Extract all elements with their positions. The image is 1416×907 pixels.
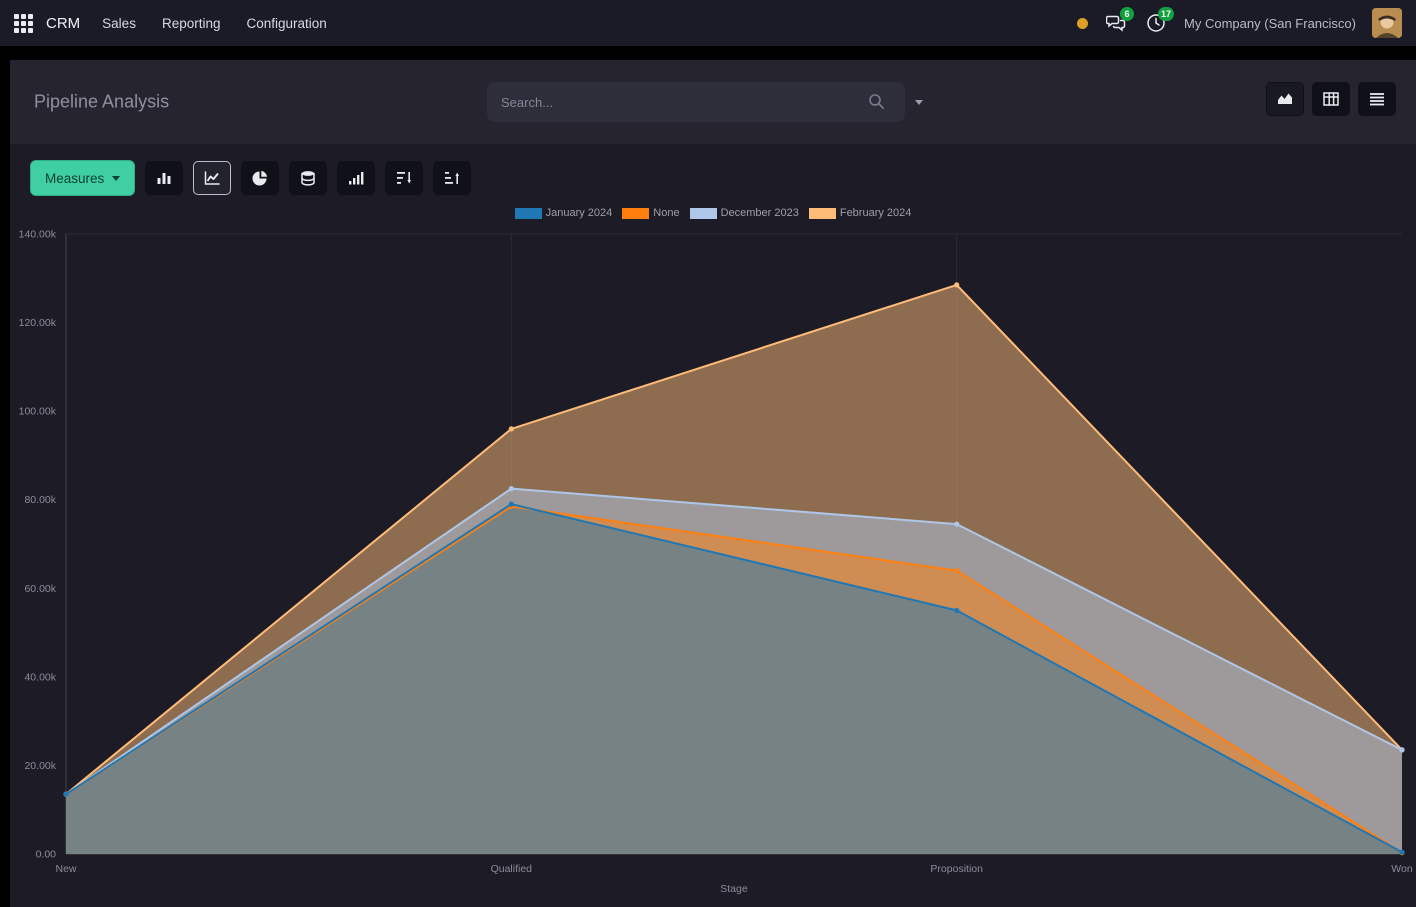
legend-item[interactable]: December 2023 (689, 207, 799, 219)
ascending-bars-icon (349, 172, 364, 185)
nav-menu: Sales Reporting Configuration (102, 16, 327, 31)
legend-swatch (689, 207, 717, 219)
stacked-database-icon (301, 171, 316, 186)
graph-toolbar: Measures (10, 144, 1416, 196)
chat-bubbles-icon (1106, 15, 1126, 32)
svg-text:120.00k: 120.00k (19, 317, 57, 329)
messages-icon[interactable]: 6 (1104, 7, 1135, 35)
control-panel: Pipeline Analysis (10, 60, 1416, 144)
clock-icon (1147, 14, 1165, 32)
area-chart-icon (1278, 93, 1292, 104)
cumulative-button[interactable] (337, 161, 376, 195)
search-group (487, 82, 933, 122)
bar-chart-button[interactable] (145, 161, 184, 195)
legend-item[interactable]: February 2024 (808, 207, 912, 219)
pie-chart-button[interactable] (241, 161, 280, 195)
stacked-button[interactable] (289, 161, 328, 195)
svg-text:0.00: 0.00 (36, 849, 57, 861)
chevron-down-icon (915, 99, 923, 105)
svg-text:80.00k: 80.00k (24, 494, 56, 506)
svg-text:140.00k: 140.00k (19, 229, 57, 241)
legend-item[interactable]: January 2024 (514, 207, 613, 219)
line-chart-icon (205, 171, 221, 185)
svg-text:New: New (55, 863, 76, 875)
search-options-toggle[interactable] (905, 82, 933, 122)
view-switcher (1266, 82, 1396, 116)
company-name[interactable]: My Company (San Francisco) (1184, 15, 1356, 31)
legend-label: February 2024 (839, 207, 912, 219)
top-nav: CRM Sales Reporting Configuration 6 17 M… (0, 0, 1416, 46)
svg-text:Proposition: Proposition (930, 863, 983, 875)
sort-ascending-button[interactable] (433, 161, 472, 195)
legend-swatch (514, 207, 542, 219)
search-input[interactable] (487, 82, 905, 122)
menu-configuration[interactable]: Configuration (246, 15, 327, 31)
avatar[interactable] (1372, 8, 1402, 38)
page-title: Pipeline Analysis (34, 91, 170, 112)
bar-chart-icon (157, 173, 171, 184)
svg-text:Stage: Stage (720, 883, 748, 895)
legend-label: None (653, 207, 680, 219)
measures-label: Measures (45, 170, 105, 186)
list-view-button[interactable] (1358, 82, 1396, 116)
graph-view-content: Measures (10, 144, 1416, 907)
search-icon (869, 94, 884, 109)
main-area: Pipeline Analysis (10, 60, 1416, 907)
svg-text:40.00k: 40.00k (24, 671, 56, 683)
menu-reporting[interactable]: Reporting (161, 15, 221, 31)
systray: 6 17 My Company (San Francisco) (1077, 7, 1402, 38)
status-dot-icon[interactable] (1077, 17, 1089, 29)
chevron-down-icon (112, 175, 121, 181)
svg-text:Qualified: Qualified (491, 863, 533, 875)
sort-descending-button[interactable] (385, 161, 424, 195)
menu-sales[interactable]: Sales (102, 15, 136, 31)
chart-legend: January 2024 None December 2023 February 20… (10, 204, 1416, 222)
legend-label: December 2023 (720, 207, 799, 219)
app-name[interactable]: CRM (46, 14, 81, 32)
graph-view-button[interactable] (1266, 82, 1304, 116)
svg-text:Won: Won (1391, 863, 1413, 875)
pivot-table-icon (1323, 92, 1339, 106)
svg-text:20.00k: 20.00k (24, 760, 56, 772)
apps-grid-icon[interactable] (14, 13, 33, 33)
messages-badge: 6 (1120, 7, 1135, 21)
legend-label: January 2024 (545, 207, 613, 219)
legend-swatch (622, 207, 650, 219)
sort-desc-icon (397, 172, 412, 184)
legend-swatch (808, 207, 836, 219)
legend-item[interactable]: None (622, 207, 680, 219)
measures-button[interactable]: Measures (30, 160, 136, 196)
list-icon (1370, 93, 1384, 106)
svg-text:100.00k: 100.00k (19, 406, 57, 418)
pivot-view-button[interactable] (1312, 82, 1350, 116)
line-chart-button[interactable] (193, 161, 232, 195)
activities-badge: 17 (1158, 7, 1175, 21)
sort-asc-icon (445, 172, 460, 184)
pipeline-chart: 0.00 20.00k 40.00k 60.00k 80.00k 100.00k 120.0… (19, 229, 1413, 896)
pie-chart-icon (252, 170, 268, 186)
svg-text:60.00k: 60.00k (24, 583, 56, 595)
activities-clock-icon[interactable]: 17 (1144, 7, 1175, 35)
